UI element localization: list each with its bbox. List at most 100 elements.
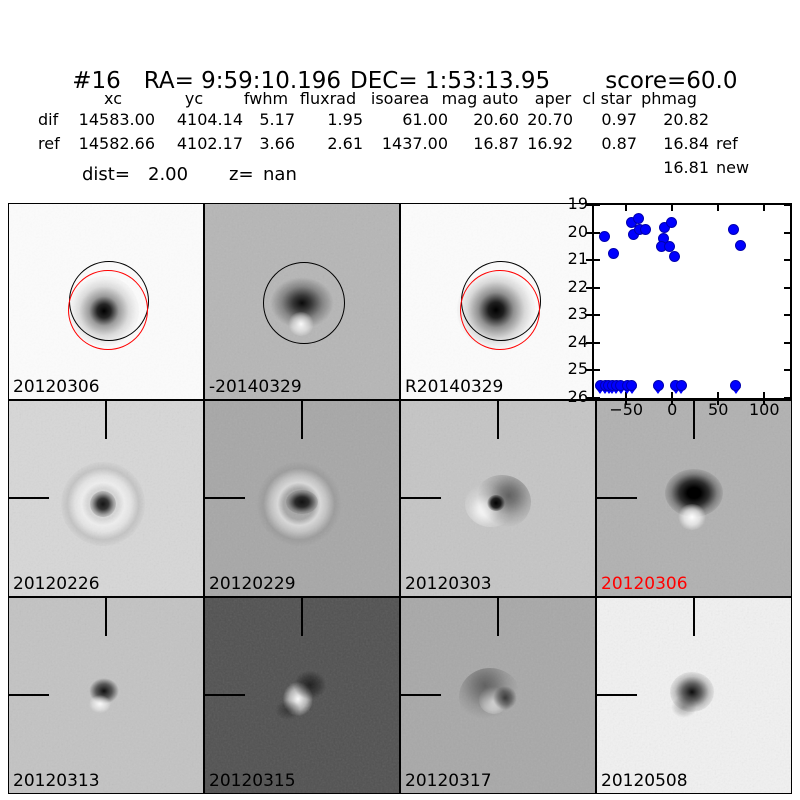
- stamp-date-label: -20140329: [209, 377, 302, 398]
- x-axis-tick-top: [625, 205, 628, 211]
- y-axis-tick-label: 24: [567, 331, 588, 351]
- y-axis-tick-right: [784, 204, 790, 206]
- stamp-date-label: 20120303: [405, 574, 492, 595]
- stamp-date-label: 20120317: [405, 771, 492, 792]
- table-cell: 20.70: [527, 110, 573, 129]
- data-point: [640, 224, 652, 236]
- lightcurve-plot: 19 20 21 22 23 24 25 26 −50 0 50 100: [568, 196, 792, 418]
- x-axis-tick-label: 0: [667, 400, 678, 419]
- table-cell: 14582.66: [78, 134, 155, 153]
- data-point: [669, 250, 681, 262]
- column-header: cl star: [582, 89, 632, 108]
- stamp-residual-blob: [487, 495, 505, 511]
- y-axis-tick: [586, 397, 600, 399]
- aperture-circle-black: [263, 262, 345, 344]
- y-axis-tick-right: [784, 314, 790, 317]
- ra-value: RA= 9:59:10.196: [143, 68, 342, 94]
- table-cell: 61.00: [402, 110, 448, 129]
- y-axis-tick-right: [784, 259, 790, 262]
- y-axis-tick: [586, 286, 600, 289]
- dec-value: DEC= 1:53:13.95: [350, 68, 551, 94]
- column-header: xc: [104, 89, 122, 108]
- stamp-panel-20120508: 20120508: [596, 597, 792, 794]
- crosshair-tick-top: [497, 401, 499, 439]
- y-axis-tick-label: 21: [567, 249, 588, 269]
- stamp-residual-blob: [677, 504, 707, 530]
- column-header: phmag: [641, 89, 697, 108]
- stamp-panel-20120306: 20120306: [596, 400, 792, 597]
- figure-title: #16 RA= 9:59:10.196 DEC= 1:53:13.95 score=6…: [43, 42, 737, 120]
- y-axis-tick-right: [784, 231, 790, 234]
- data-point: [652, 380, 664, 392]
- y-axis-tick-label: 25: [567, 359, 588, 379]
- crosshair-tick-left: [205, 497, 245, 499]
- stamp-date-label: 20120306: [601, 574, 688, 595]
- data-point: [626, 380, 638, 392]
- y-axis-tick: [586, 314, 600, 317]
- stamp-residual-blob: [293, 670, 327, 700]
- data-point: [607, 248, 619, 260]
- crosshair-tick-left: [597, 497, 637, 499]
- x-axis-tick: [717, 392, 720, 405]
- table-cell: 16.84: [663, 134, 709, 153]
- stamp-date-label: R20140329: [405, 377, 504, 398]
- data-point: [633, 213, 645, 224]
- y-axis-tick-label: 26: [567, 387, 588, 406]
- x-axis-tick-label: 100: [748, 400, 780, 419]
- data-point: [734, 240, 746, 252]
- crosshair-tick-top: [693, 598, 695, 636]
- y-axis-tick: [586, 369, 600, 372]
- table-cell: 5.17: [259, 110, 295, 129]
- y-axis-tick-right: [784, 369, 790, 372]
- stamp-panel-20120315: 20120315: [204, 597, 400, 794]
- crosshair-tick-left: [9, 497, 49, 499]
- x-axis-tick: [763, 392, 766, 405]
- crosshair-tick-top: [301, 401, 303, 439]
- stamp-panel-20120226: 20120226: [8, 400, 204, 597]
- column-header: yc: [184, 89, 204, 108]
- x-axis-tick: [671, 392, 674, 405]
- x-axis-tick-top: [717, 205, 720, 211]
- y-axis-tick-right: [784, 341, 790, 344]
- stamp-panel-20120306: 20120306: [8, 203, 204, 400]
- stamp-panel-20120303: 20120303: [400, 400, 596, 597]
- stamp-residual-blob: [275, 700, 301, 720]
- stamp-residual-blob: [89, 695, 111, 713]
- stamp-panel--20140329: -20140329: [204, 203, 400, 400]
- x-axis-tick-top: [763, 205, 766, 211]
- data-point: [666, 216, 678, 228]
- table-cell: 3.66: [259, 134, 295, 153]
- stamp-panel-20120317: 20120317: [400, 597, 596, 794]
- stamp-residual-blob: [90, 491, 116, 517]
- score-value: score=60.0: [605, 68, 738, 94]
- stamp-date-label: 20120313: [13, 771, 100, 792]
- crosshair-tick-left: [9, 694, 49, 696]
- table-cell: 16.92: [527, 134, 573, 153]
- y-axis-tick: [586, 231, 600, 234]
- table-cell: 16.81: [663, 158, 709, 177]
- y-axis-tick-right: [784, 286, 790, 289]
- crosshair-tick-left: [205, 694, 245, 696]
- table-cell: 2.61: [327, 134, 363, 153]
- crosshair-tick-left: [401, 497, 441, 499]
- stamp-residual-blob: [286, 490, 318, 514]
- crosshair-tick-left: [597, 694, 637, 696]
- column-header: fluxrad: [299, 89, 357, 108]
- x-axis-tick-top: [671, 205, 674, 211]
- dist-value: 2.00: [148, 164, 189, 185]
- stamp-date-label: 20120508: [601, 771, 688, 792]
- stamp-panel-20120229: 20120229: [204, 400, 400, 597]
- crosshair-tick-top: [105, 401, 107, 439]
- data-point: [727, 224, 739, 236]
- data-point: [598, 231, 610, 243]
- y-axis-tick-label: 22: [567, 276, 588, 296]
- candidate-id: #16: [72, 68, 121, 94]
- y-axis-tick-label: 20: [567, 221, 588, 241]
- y-axis-tick: [586, 341, 600, 344]
- y-axis-tick: [586, 259, 600, 262]
- x-axis-tick: [625, 392, 628, 405]
- y-axis-tick-label: 19: [567, 194, 588, 213]
- aperture-circle-red: [460, 270, 540, 350]
- table-cell: 1.95: [327, 110, 363, 129]
